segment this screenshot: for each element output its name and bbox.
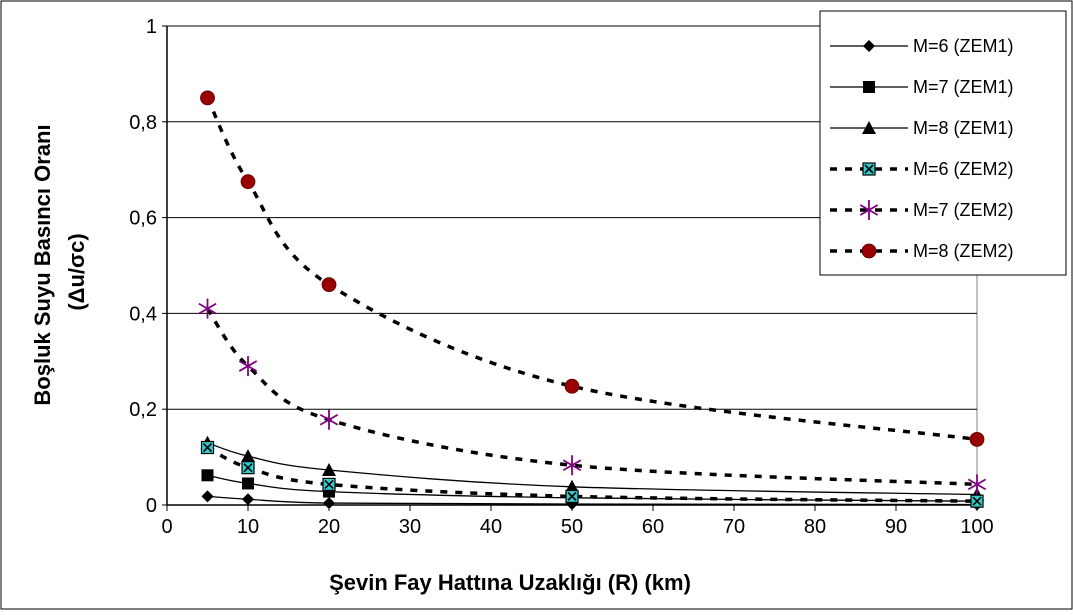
legend-marker: [863, 40, 875, 52]
legend-label: M=7 (ZEM1): [913, 77, 1014, 97]
series-line: [206, 307, 978, 487]
y-tick-labels: 0 0,2 0,4 0,6 0,8 1: [129, 16, 157, 517]
y-tick-label: 0,6: [129, 208, 157, 230]
data-point: [967, 474, 987, 495]
x-tick-label: 0: [161, 516, 172, 538]
x-tick-label: 70: [723, 516, 745, 538]
y-axis-unit: (Δu/σc): [64, 233, 89, 310]
data-point: [238, 356, 258, 377]
legend-marker: [859, 200, 879, 220]
legend-label: M=7 (ZEM2): [913, 200, 1014, 220]
legend-item: M=7 (ZEM2): [830, 200, 1014, 220]
legend-marker: [862, 162, 876, 176]
legend-item: M=6 (ZEM1): [830, 36, 1014, 56]
data-point: [322, 477, 336, 492]
y-tick-label: 0: [146, 495, 157, 517]
legend-box: [819, 10, 1067, 276]
data-point: [200, 440, 215, 455]
x-tick-label: 10: [237, 516, 259, 538]
x-tick-label: 60: [642, 516, 664, 538]
x-tick-label: 80: [804, 516, 826, 538]
x-tick-label: 50: [561, 516, 583, 538]
y-tick-label: 0,4: [129, 303, 157, 325]
x-axis-title: Şevin Fay Hattına Uzaklığı (R) (km): [329, 570, 691, 595]
data-point: [970, 494, 984, 508]
x-tick-label: 40: [480, 516, 502, 538]
data-point: [565, 479, 579, 493]
x-tick-label: 90: [885, 516, 907, 538]
series-layer: [198, 90, 987, 511]
data-point: [200, 90, 215, 106]
data-point: [319, 409, 339, 430]
data-point: [241, 449, 255, 463]
x-tick-label: 20: [318, 516, 340, 538]
legend-item: M=7 (ZEM1): [830, 77, 1014, 97]
legend-item: M=6 (ZEM2): [830, 159, 1014, 179]
y-tick-label: 0,2: [129, 399, 157, 421]
data-point: [240, 174, 256, 190]
legend-label: M=6 (ZEM2): [913, 159, 1014, 179]
x-tick-labels: 0 10 20 30 40 50 60 70 80 90 100: [161, 516, 993, 538]
x-tick-label: 30: [399, 516, 421, 538]
data-point: [323, 497, 335, 510]
data-point: [562, 455, 582, 476]
legend-marker: [861, 243, 877, 259]
series-4: [198, 298, 987, 495]
legend-item: M=8 (ZEM2): [830, 241, 1014, 261]
data-point: [321, 277, 337, 293]
series-3: [200, 440, 984, 508]
data-point: [201, 469, 214, 482]
data-point: [564, 378, 580, 394]
legend-marker: [862, 121, 876, 134]
data-point: [242, 477, 254, 490]
legend: M=6 (ZEM1) M=7 (ZEM1) M=8 (ZEM1) M=6 (ZEM2)…: [819, 10, 1067, 276]
data-point: [322, 463, 336, 477]
y-tick-label: 1: [146, 16, 157, 38]
data-point: [241, 461, 255, 475]
legend-item: M=8 (ZEM1): [830, 118, 1014, 138]
y-tick-label: 0,8: [129, 112, 157, 134]
legend-label: M=8 (ZEM2): [913, 241, 1014, 261]
data-point: [201, 490, 214, 503]
legend-marker: [863, 81, 875, 93]
data-point: [242, 493, 254, 506]
series-5: [200, 90, 985, 447]
data-point: [565, 489, 579, 503]
data-point: [969, 431, 985, 447]
data-point: [198, 298, 217, 319]
y-axis-title: Boşluk Suyu Basıncı Oranı: [30, 124, 55, 405]
x-tick-label: 100: [960, 516, 993, 538]
legend-label: M=6 (ZEM1): [913, 36, 1014, 56]
legend-label: M=8 (ZEM1): [913, 118, 1014, 138]
